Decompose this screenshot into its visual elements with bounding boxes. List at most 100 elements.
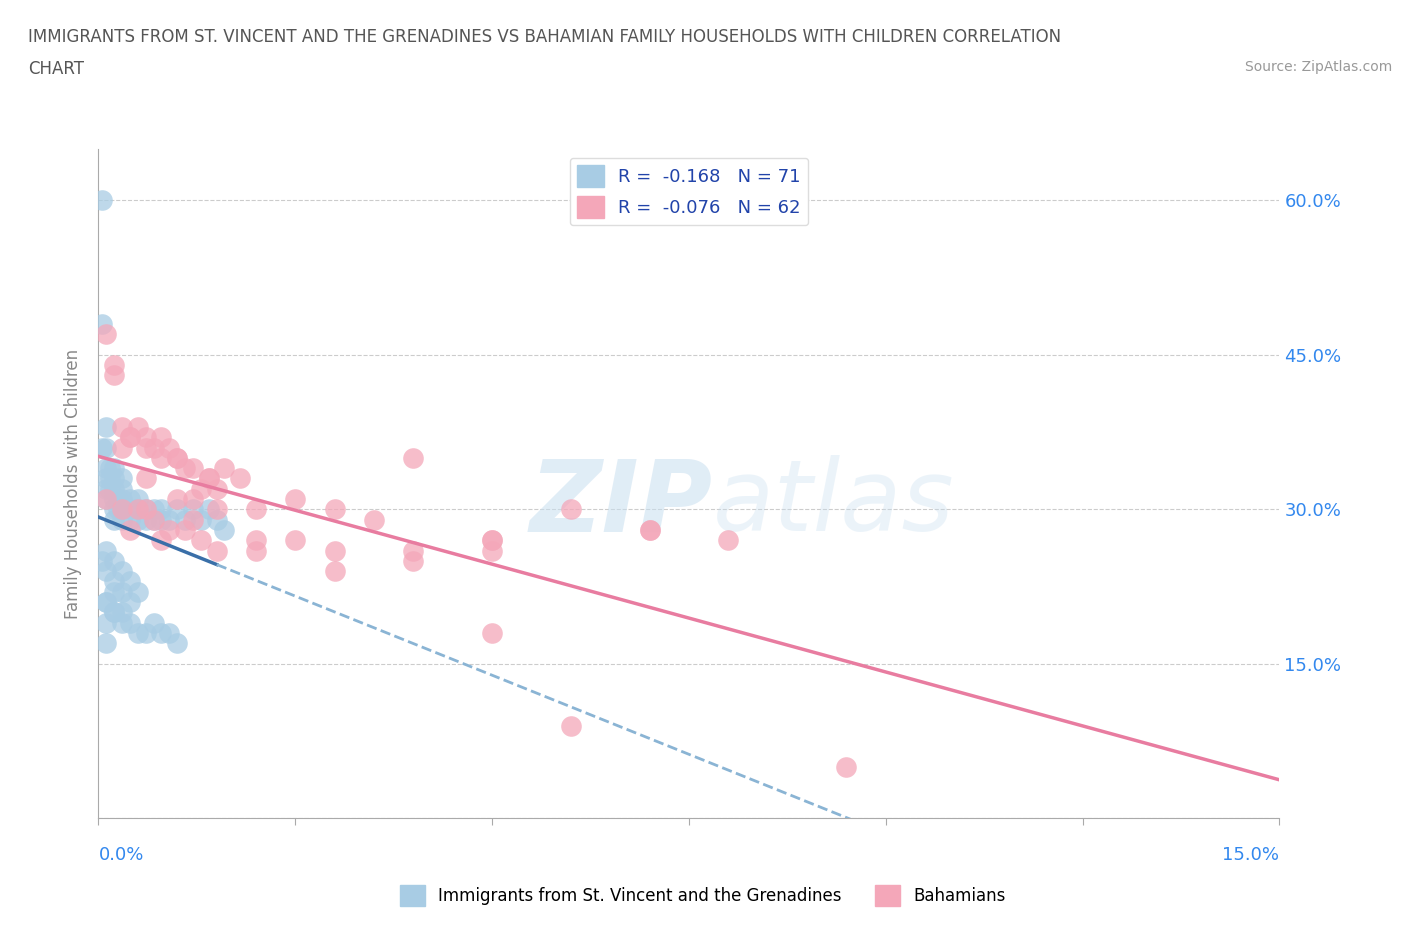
Point bbox=[91, 316, 114, 331]
Point bbox=[638, 523, 661, 538]
Point bbox=[135, 440, 157, 455]
Point bbox=[96, 419, 118, 434]
Point bbox=[118, 492, 141, 507]
Point bbox=[150, 450, 173, 465]
Point bbox=[103, 604, 125, 619]
Point bbox=[103, 482, 125, 497]
Point bbox=[142, 512, 165, 527]
Point bbox=[205, 502, 228, 517]
Point bbox=[96, 440, 118, 455]
Point bbox=[107, 492, 129, 507]
Point bbox=[91, 440, 114, 455]
Point bbox=[103, 604, 125, 619]
Point bbox=[96, 594, 118, 609]
Point bbox=[135, 471, 157, 485]
Point bbox=[103, 574, 125, 589]
Legend: Immigrants from St. Vincent and the Grenadines, Bahamians: Immigrants from St. Vincent and the Gren… bbox=[394, 879, 1012, 912]
Point bbox=[111, 471, 134, 485]
Point bbox=[103, 460, 125, 475]
Point bbox=[118, 430, 141, 445]
Point bbox=[150, 533, 173, 548]
Point bbox=[481, 626, 503, 641]
Point bbox=[127, 502, 149, 517]
Point bbox=[91, 193, 114, 207]
Point bbox=[98, 471, 121, 485]
Point bbox=[111, 440, 134, 455]
Point bbox=[190, 512, 212, 527]
Point bbox=[150, 512, 173, 527]
Point bbox=[127, 584, 149, 599]
Point bbox=[284, 533, 307, 548]
Point bbox=[638, 523, 661, 538]
Point bbox=[111, 512, 134, 527]
Point bbox=[135, 502, 157, 517]
Point bbox=[127, 512, 149, 527]
Point bbox=[150, 626, 173, 641]
Point bbox=[98, 482, 121, 497]
Point bbox=[166, 502, 188, 517]
Point bbox=[197, 471, 219, 485]
Text: ZIP: ZIP bbox=[530, 455, 713, 552]
Point bbox=[157, 523, 180, 538]
Point bbox=[717, 533, 740, 548]
Point bbox=[96, 564, 118, 578]
Point bbox=[181, 502, 204, 517]
Point bbox=[284, 492, 307, 507]
Point bbox=[205, 512, 228, 527]
Point bbox=[118, 523, 141, 538]
Point bbox=[142, 616, 165, 631]
Point bbox=[118, 594, 141, 609]
Point bbox=[245, 543, 267, 558]
Point bbox=[103, 553, 125, 568]
Point bbox=[197, 471, 219, 485]
Point bbox=[103, 502, 125, 517]
Point bbox=[118, 502, 141, 517]
Point bbox=[111, 419, 134, 434]
Point bbox=[481, 533, 503, 548]
Text: 15.0%: 15.0% bbox=[1222, 846, 1279, 864]
Point bbox=[245, 533, 267, 548]
Point bbox=[127, 626, 149, 641]
Point bbox=[150, 502, 173, 517]
Legend: R =  -0.168   N = 71, R =  -0.076   N = 62: R = -0.168 N = 71, R = -0.076 N = 62 bbox=[569, 158, 808, 225]
Point bbox=[157, 626, 180, 641]
Point bbox=[142, 502, 165, 517]
Point bbox=[245, 502, 267, 517]
Point bbox=[181, 460, 204, 475]
Point bbox=[166, 492, 188, 507]
Point bbox=[481, 533, 503, 548]
Point bbox=[323, 564, 346, 578]
Point bbox=[96, 594, 118, 609]
Point bbox=[166, 636, 188, 651]
Text: 0.0%: 0.0% bbox=[98, 846, 143, 864]
Point bbox=[190, 482, 212, 497]
Point bbox=[111, 584, 134, 599]
Point bbox=[481, 543, 503, 558]
Point bbox=[363, 512, 385, 527]
Point bbox=[118, 430, 141, 445]
Point bbox=[111, 604, 134, 619]
Point bbox=[190, 533, 212, 548]
Text: Source: ZipAtlas.com: Source: ZipAtlas.com bbox=[1244, 60, 1392, 74]
Point bbox=[103, 492, 125, 507]
Point bbox=[205, 482, 228, 497]
Point bbox=[142, 512, 165, 527]
Point bbox=[118, 574, 141, 589]
Point bbox=[111, 616, 134, 631]
Text: atlas: atlas bbox=[713, 455, 955, 552]
Point bbox=[142, 440, 165, 455]
Point bbox=[96, 543, 118, 558]
Point bbox=[107, 502, 129, 517]
Point bbox=[96, 616, 118, 631]
Point bbox=[96, 482, 118, 497]
Y-axis label: Family Households with Children: Family Households with Children bbox=[65, 349, 83, 618]
Point bbox=[96, 326, 118, 341]
Point bbox=[127, 419, 149, 434]
Point bbox=[157, 512, 180, 527]
Text: CHART: CHART bbox=[28, 60, 84, 78]
Point bbox=[118, 512, 141, 527]
Point bbox=[111, 502, 134, 517]
Point bbox=[197, 502, 219, 517]
Point bbox=[103, 584, 125, 599]
Point bbox=[96, 492, 118, 507]
